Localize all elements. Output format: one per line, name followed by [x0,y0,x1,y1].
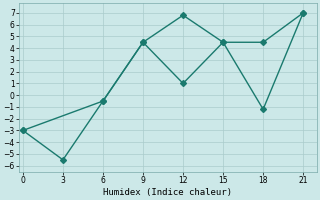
X-axis label: Humidex (Indice chaleur): Humidex (Indice chaleur) [103,188,232,197]
